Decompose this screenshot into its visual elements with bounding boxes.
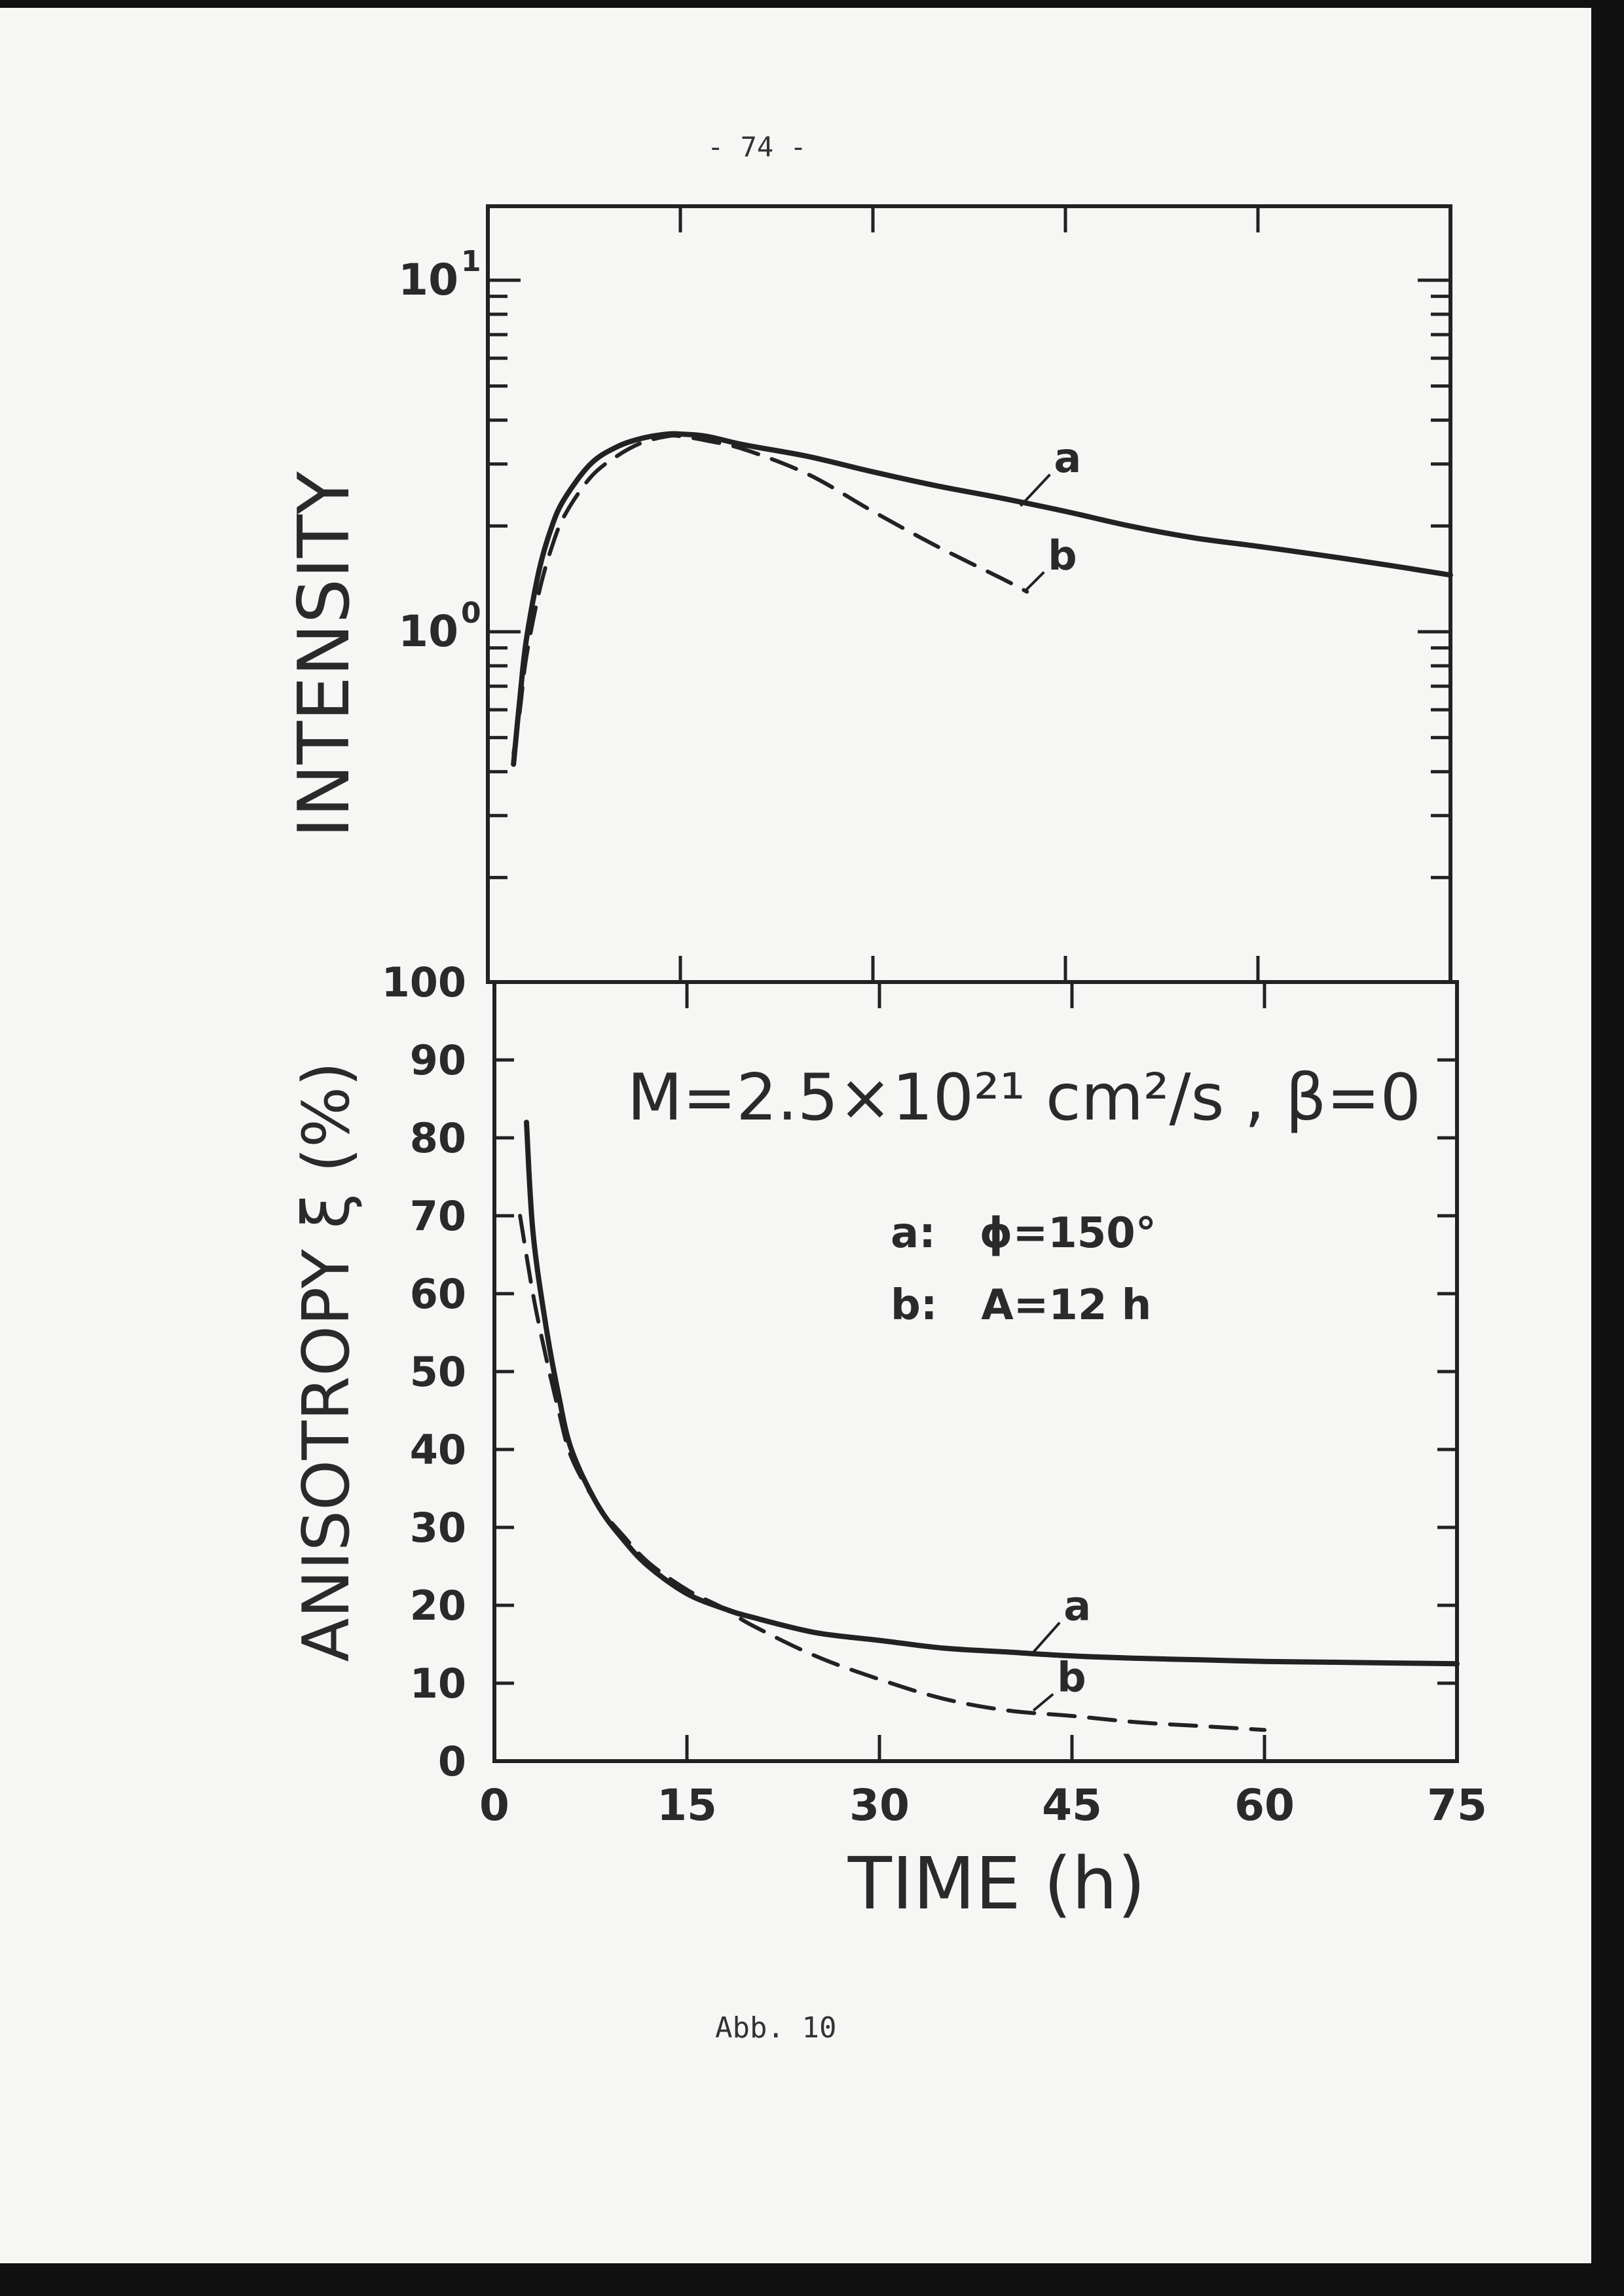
- page-number: - 74 -: [707, 131, 807, 163]
- log-y-tick-exponent: 0: [461, 596, 481, 630]
- anisotropy-label-b: b: [1057, 1654, 1086, 1702]
- intensity-curve-b: [511, 433, 1029, 756]
- legend-a-annotation: a: ϕ=150°: [891, 1209, 1156, 1258]
- intensity-label-b-leader: [1023, 571, 1045, 593]
- y-tick-label: 20: [410, 1582, 466, 1630]
- time-axis-title: TIME (h): [847, 1842, 1146, 1925]
- figure-caption: Abb. 10: [715, 2011, 837, 2045]
- y-tick-label: 90: [410, 1036, 466, 1084]
- y-tick-label: 50: [410, 1348, 466, 1396]
- intensity-label-a-leader: [1019, 473, 1051, 507]
- y-tick-label: 80: [410, 1114, 466, 1162]
- anisotropy-label-a-leader: [1032, 1622, 1061, 1653]
- y-tick-label: 30: [410, 1504, 466, 1552]
- anisotropy-curve-b: [518, 1214, 1266, 1732]
- legend-b-annotation: b: A=12 h: [891, 1281, 1151, 1330]
- top-panel-curves: ab: [511, 431, 1453, 767]
- top-panel-ticks: [488, 206, 1450, 982]
- x-tick-label: 60: [1234, 1780, 1295, 1831]
- log-y-tick-label: 10: [398, 255, 458, 305]
- bottom-panel-ticks: [494, 982, 1457, 1761]
- y-tick-label: 10: [410, 1660, 466, 1707]
- anisotropy-axis-title: ANISOTROPY ξ (%): [289, 1061, 364, 1662]
- x-tick-label: 45: [1042, 1780, 1102, 1831]
- intensity-label-b: b: [1048, 532, 1077, 579]
- intensity-axis-title: INTENSITY: [284, 471, 365, 838]
- bottom-panel-curves: ab: [518, 1120, 1460, 1732]
- top-panel-frame: [486, 204, 1452, 984]
- anisotropy-label-b-leader: [1032, 1693, 1054, 1712]
- log-y-tick-exponent: 1: [461, 245, 481, 278]
- x-tick-label: 15: [657, 1780, 717, 1831]
- intensity-label-a: a: [1054, 434, 1081, 482]
- y-tick-label: 40: [410, 1426, 466, 1474]
- intensity-curve-a: [511, 431, 1453, 767]
- y-tick-label: 0: [438, 1738, 466, 1785]
- y-tick-label: 60: [410, 1270, 466, 1318]
- params-annotation: M=2.5×10²¹ cm²/s , β=0: [627, 1061, 1421, 1135]
- y-tick-label: 70: [410, 1192, 466, 1240]
- x-tick-label: 0: [479, 1780, 509, 1831]
- paper-sheet: [0, 8, 1591, 2263]
- x-tick-label: 75: [1427, 1780, 1487, 1831]
- x-tick-label: 30: [849, 1780, 910, 1831]
- anisotropy-curve-a: [524, 1120, 1460, 1667]
- anisotropy-label-a: a: [1063, 1582, 1091, 1630]
- y-tick-label: 100: [382, 958, 466, 1006]
- log-y-tick-label: 10: [398, 606, 458, 657]
